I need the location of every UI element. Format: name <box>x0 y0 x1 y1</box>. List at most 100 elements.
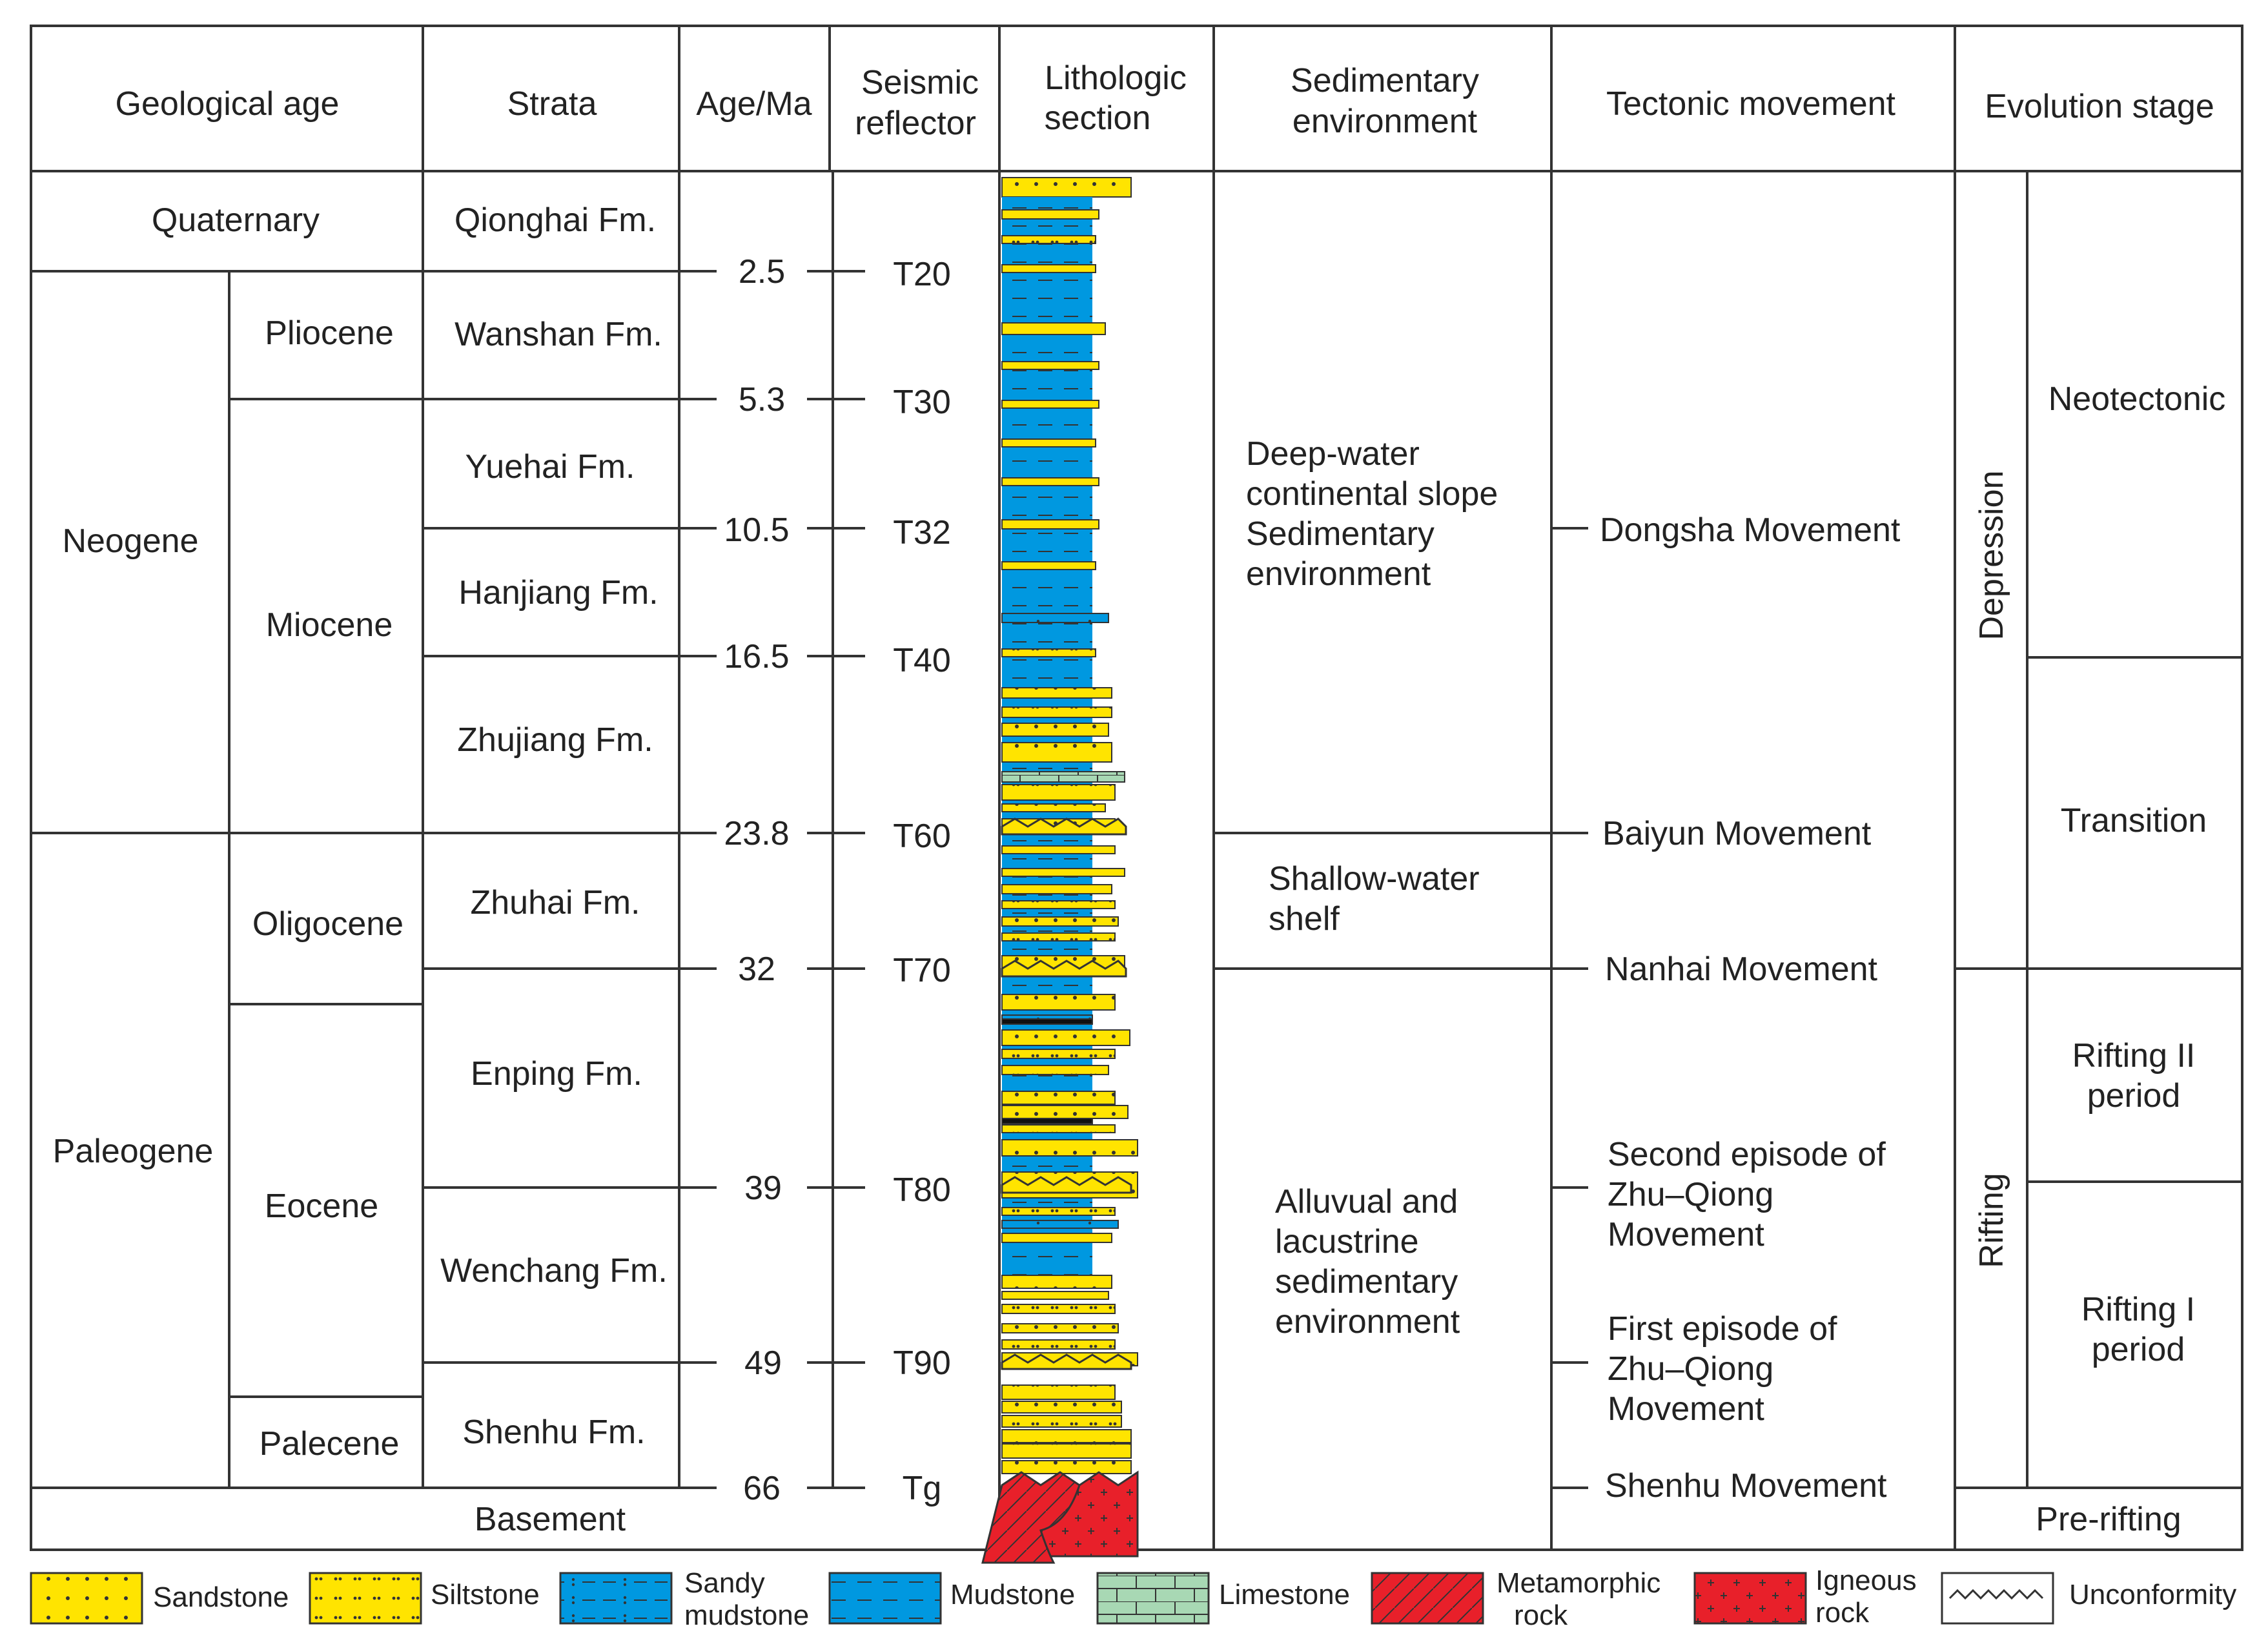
legend-label-igneous-line2: rock <box>1815 1597 1870 1629</box>
legend-swatch-mudstone <box>828 1572 942 1625</box>
formation-zhujiang: Zhujiang Fm. <box>457 721 653 759</box>
header-litho-line1: Lithologic <box>1045 59 1187 97</box>
env-alluvial-line1: Alluvual and <box>1275 1183 1458 1220</box>
formation-zhuhai: Zhuhai Fm. <box>471 884 640 921</box>
legend-label-limestone: Limestone <box>1219 1579 1350 1610</box>
epoch-eocene: Eocene <box>265 1188 378 1225</box>
epoch-oligocene: Oligocene <box>252 905 404 943</box>
movement-second-line2: Zhu–Qiong <box>1608 1176 1773 1213</box>
reflector-label: T90 <box>893 1344 951 1382</box>
env-deep-water-line4: environment <box>1246 555 1431 593</box>
epoch-pliocene: Pliocene <box>265 314 393 352</box>
header-seismic-line2: reflector <box>855 105 976 142</box>
legend-unconformity-zigzag <box>1948 1589 2044 1600</box>
strata-column: Qionghai Fm. Wanshan Fm. Yuehai Fm. Hanj… <box>440 201 668 1451</box>
header-sed-line1: Sedimentary <box>1291 62 1479 99</box>
formation-qionghai: Qionghai Fm. <box>455 201 656 239</box>
stage-rifting: Rifting <box>1973 1173 2010 1268</box>
movement-shenhu: Shenhu Movement <box>1605 1467 1887 1505</box>
legend-label-unconformity: Unconformity <box>2069 1579 2236 1610</box>
period-neogene: Neogene <box>62 522 198 560</box>
sedimentary-environment-column: Deep-water continental slope Sedimentary… <box>1246 435 1498 1341</box>
reflector-label: Tg <box>903 1470 942 1507</box>
stage-rifting-i-line2: period <box>2092 1331 2185 1368</box>
header-sed-line2: environment <box>1292 103 1478 140</box>
age-label: 10.5 <box>724 511 789 549</box>
age-label: 39 <box>744 1169 782 1207</box>
stage-rifting-ii-line1: Rifting II <box>2072 1037 2196 1075</box>
period-paleogene: Paleogene <box>53 1133 214 1170</box>
env-deep-water-line2: continental slope <box>1246 475 1498 513</box>
reflector-label: T40 <box>893 642 951 679</box>
movement-dongsha: Dongsha Movement <box>1600 511 1901 549</box>
legend-label-sandy-mudstone-line1: Sandy <box>684 1567 765 1599</box>
header-strata: Strata <box>507 85 597 123</box>
header-tectonic: Tectonic movement <box>1606 85 1896 123</box>
legend-swatch-sandstone <box>30 1572 143 1625</box>
formation-yuehai: Yuehai Fm. <box>465 448 635 486</box>
table-grid <box>30 25 2243 1551</box>
formation-hanjiang: Hanjiang Fm. <box>458 574 658 612</box>
evolution-stage-column: Depression Rifting Neotectonic Transitio… <box>1973 380 2225 1538</box>
movement-first-line1: First episode of <box>1608 1310 1837 1348</box>
legend-label-igneous-line1: Igneous <box>1815 1565 1917 1596</box>
age-label: 5.3 <box>739 381 785 418</box>
stage-pre-rifting: Pre-rifting <box>2036 1501 2181 1538</box>
legend-label-mudstone: Mudstone <box>950 1579 1075 1610</box>
header-seismic-line1: Seismic <box>861 64 979 101</box>
stage-transition: Transition <box>2061 802 2207 839</box>
legend-label-metamorphic-line2: rock <box>1514 1600 1568 1631</box>
stage-depression: Depression <box>1973 470 2010 640</box>
env-alluvial-line2: lacustrine <box>1275 1223 1419 1260</box>
age-axis <box>679 171 865 1489</box>
epoch-miocene: Miocene <box>266 606 393 644</box>
legend-swatch-siltstone <box>309 1572 422 1625</box>
header-litho-line2: section <box>1045 99 1151 137</box>
env-alluvial-line4: environment <box>1275 1303 1460 1341</box>
legend-label-sandstone: Sandstone <box>153 1581 289 1613</box>
lithologic-column <box>981 177 1139 1564</box>
legend-swatch-sandy-mudstone <box>559 1572 673 1625</box>
env-shelf-line1: Shallow-water <box>1269 860 1480 898</box>
formation-wenchang: Wenchang Fm. <box>440 1252 668 1290</box>
age-label: 32 <box>738 951 775 988</box>
header-evolution: Evolution stage <box>1985 88 2214 125</box>
legend-swatch-limestone <box>1096 1572 1210 1625</box>
reflector-label: T70 <box>893 952 951 989</box>
legend-label-metamorphic-line1: Metamorphic <box>1497 1567 1660 1599</box>
stage-neotectonic: Neotectonic <box>2048 380 2226 418</box>
movement-second-line3: Movement <box>1608 1216 1764 1253</box>
age-label: 66 <box>743 1470 781 1507</box>
movement-baiyun: Baiyun Movement <box>1602 815 1872 852</box>
legend-swatch-igneous-rock <box>1693 1572 1807 1625</box>
reflector-label: T30 <box>893 384 951 421</box>
env-shelf-line2: shelf <box>1269 900 1340 938</box>
reflector-label: T32 <box>893 514 951 551</box>
movement-first-line3: Movement <box>1608 1390 1764 1428</box>
legend-label-sandy-mudstone-line2: mudstone <box>684 1600 809 1631</box>
tectonic-movement-column: Dongsha Movement Baiyun Movement Nanhai … <box>1600 511 1901 1505</box>
age-labels: 2.5 5.3 10.5 16.5 23.8 32 39 49 66 <box>724 253 789 1507</box>
movement-first-line2: Zhu–Qiong <box>1608 1350 1773 1388</box>
age-label: 23.8 <box>724 815 789 852</box>
age-label: 16.5 <box>724 638 789 675</box>
formation-wanshan: Wanshan Fm. <box>455 316 662 353</box>
age-label: 49 <box>744 1344 782 1382</box>
header-geological-age: Geological age <box>116 85 340 123</box>
period-quaternary: Quaternary <box>152 201 320 239</box>
header-age-ma: Age/Ma <box>696 85 812 123</box>
legend-swatch-metamorphic-rock <box>1371 1572 1484 1625</box>
movement-second-line1: Second episode of <box>1608 1136 1886 1173</box>
stage-rifting-i-line1: Rifting I <box>2081 1291 2195 1328</box>
env-deep-water-line1: Deep-water <box>1246 435 1420 473</box>
basement-label: Basement <box>475 1501 626 1538</box>
seismic-reflector-labels: T20 T30 T32 T40 T60 T70 T80 T90 Tg <box>893 256 951 1507</box>
env-deep-water-line3: Sedimentary <box>1246 515 1435 553</box>
reflector-label: T60 <box>893 818 951 855</box>
reflector-label: T80 <box>893 1171 951 1209</box>
legend: Sandstone Siltstone Sandy mudstone Mudst… <box>30 1565 2236 1631</box>
tectonic-ticks <box>1551 527 1588 1489</box>
movement-nanhai: Nanhai Movement <box>1605 951 1878 988</box>
stage-rifting-ii-line2: period <box>2087 1077 2181 1115</box>
